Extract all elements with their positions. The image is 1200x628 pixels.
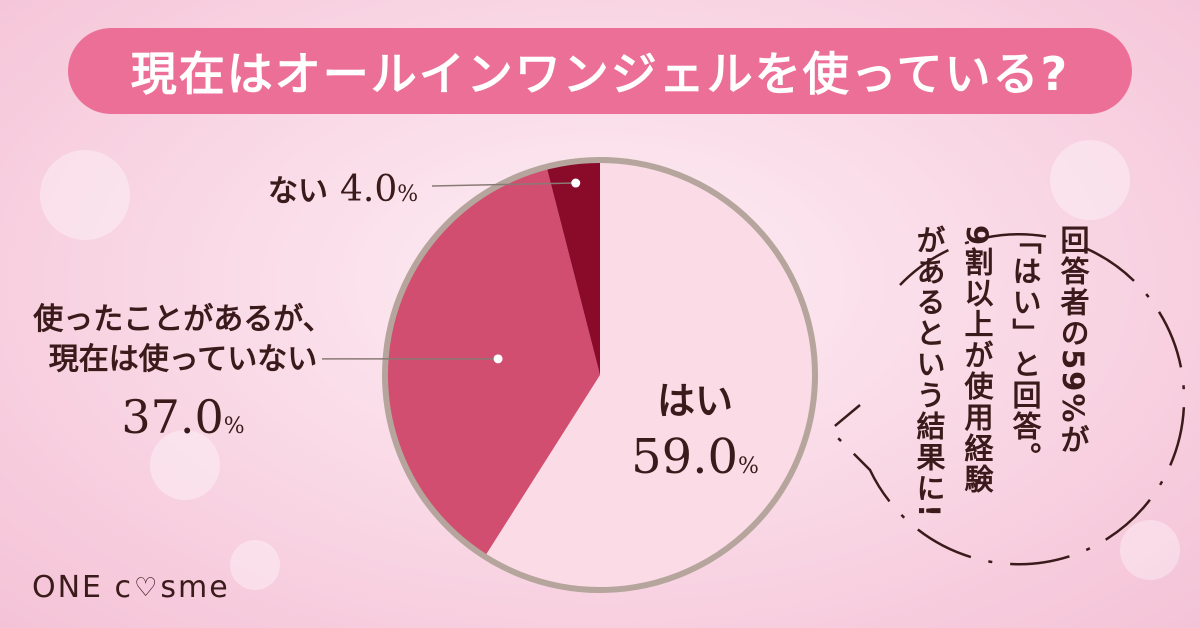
label-mae-value: 37.0 (121, 390, 224, 444)
leader-dot-mae (493, 354, 503, 364)
label-nai: ない 4.0% (268, 166, 418, 210)
label-mae-line1: 使ったことがあるが、 (33, 302, 333, 337)
note-line-1: 回答者の59%が (1056, 225, 1090, 456)
title-banner: 現在はオールインワンジェルを使っている? (68, 28, 1132, 114)
logo: ONE c ♡ sme (32, 570, 230, 605)
label-hai: はい 59.0% (610, 370, 780, 485)
heart-icon: ♡ (134, 572, 160, 603)
label-hai-value: 59.0 (631, 429, 738, 485)
note-line-2: 「はい」と回答。 (1008, 225, 1042, 473)
label-nai-unit: % (397, 182, 419, 207)
label-hai-unit: % (737, 454, 759, 479)
leader-dot-nai (571, 178, 581, 188)
label-hai-text: はい (656, 379, 733, 423)
chart-title: 現在はオールインワンジェルを使っている? (130, 47, 1070, 101)
speech-bubble (828, 233, 1186, 566)
label-mae-unit: % (223, 414, 245, 439)
pie-border (382, 157, 818, 593)
logo-part-1: ONE c (32, 570, 134, 605)
label-nai-value: 4.0 (340, 169, 398, 210)
pie-slice-hai (484, 160, 815, 590)
logo-part-2: sme (160, 570, 230, 605)
note-line-3: 9割以上が使用経験 (960, 225, 994, 496)
pie-slice-mae (384, 166, 600, 557)
label-nai-text: ない (268, 174, 328, 209)
label-mae: 使ったことがあるが、 現在は使っていない 37.0% (28, 300, 338, 444)
speech-note: 回答者の59%が 「はい」と回答。 9割以上が使用経験 があるという結果に! (905, 225, 1097, 525)
pie-slice-nai (546, 160, 600, 375)
leader-line-nai (431, 182, 576, 187)
label-mae-line2: 現在は使っていない (48, 342, 318, 377)
note-line-4: があるという結果に! (912, 225, 946, 520)
